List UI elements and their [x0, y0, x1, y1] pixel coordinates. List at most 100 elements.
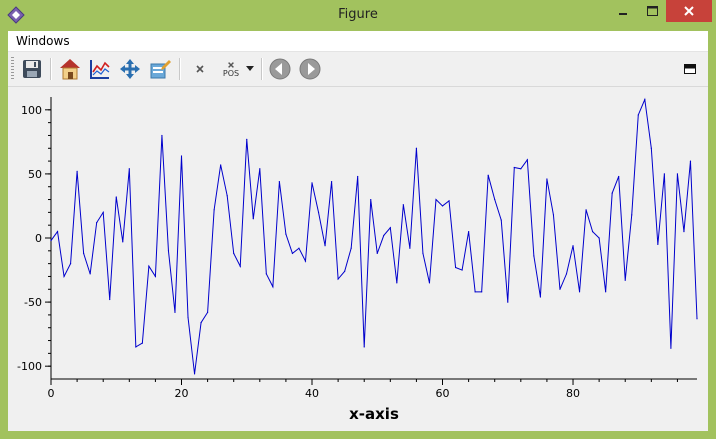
close-button[interactable] — [666, 0, 712, 22]
data-point — [578, 291, 581, 293]
data-point — [317, 211, 320, 213]
data-point — [552, 214, 555, 216]
maximize-button[interactable] — [638, 0, 666, 22]
data-point — [507, 301, 509, 303]
back-button[interactable] — [268, 57, 292, 81]
plot-area[interactable]: 100 50 0 -50 -100 0 20 40 60 80 x-axis — [8, 87, 708, 431]
data-point — [265, 273, 267, 275]
toolbar: POS — [8, 52, 708, 87]
data-point — [291, 252, 294, 254]
data-point — [96, 222, 98, 224]
menu-item-windows[interactable]: Windows — [16, 34, 70, 48]
data-point — [474, 291, 476, 293]
forward-button[interactable] — [298, 57, 322, 81]
data-point — [148, 265, 150, 267]
data-point — [141, 342, 143, 344]
data-point — [481, 291, 483, 293]
data-point — [539, 296, 541, 298]
home-button[interactable] — [58, 57, 82, 81]
save-button[interactable] — [20, 57, 44, 81]
client-area: Windows — [8, 31, 708, 431]
data-point — [174, 311, 176, 313]
data-point — [533, 255, 535, 257]
data-point — [389, 227, 391, 229]
toolbar-separator — [179, 58, 181, 80]
data-point — [591, 230, 594, 233]
data-point — [644, 98, 646, 101]
data-point — [193, 373, 196, 375]
data-point — [285, 233, 287, 235]
data-point — [572, 245, 574, 247]
data-point — [311, 182, 313, 184]
data-point — [637, 114, 639, 116]
toolbar-grip[interactable] — [11, 57, 14, 81]
maximize-icon — [646, 6, 658, 16]
data-point — [409, 247, 411, 249]
data-point — [128, 168, 130, 170]
arrow-right-circle-icon — [299, 58, 321, 80]
x-tick-label: 60 — [436, 387, 450, 400]
data-point — [135, 346, 137, 348]
data-point — [83, 252, 85, 254]
data-point — [494, 198, 496, 201]
data-point — [422, 252, 424, 254]
data-point — [441, 205, 444, 207]
data-point — [122, 241, 124, 243]
x-tick-label: 20 — [175, 387, 189, 400]
y-tick-label: -50 — [24, 296, 42, 309]
data-point — [200, 322, 202, 324]
data-point — [650, 147, 652, 149]
data-point — [180, 155, 183, 157]
home-icon — [60, 59, 80, 80]
data-point — [598, 237, 600, 239]
data-point — [376, 252, 378, 254]
pos-button[interactable]: POS — [216, 57, 246, 81]
data-point — [207, 311, 209, 313]
dock-button[interactable] — [678, 57, 702, 81]
pos-dropdown[interactable] — [244, 57, 256, 81]
edit-settings-icon — [150, 60, 171, 79]
data-point — [278, 181, 280, 183]
data-point — [63, 275, 65, 278]
data-point — [324, 245, 326, 247]
y-tick-label: -100 — [17, 360, 42, 373]
data-point — [396, 282, 398, 284]
title-bar[interactable]: Figure — [0, 0, 716, 31]
data-point — [167, 250, 170, 252]
move-arrows-icon — [120, 59, 140, 79]
data-point — [500, 219, 502, 221]
data-point — [657, 243, 659, 246]
data-point — [370, 198, 372, 201]
autoscale-button[interactable] — [88, 57, 112, 81]
data-point — [337, 278, 339, 280]
minimize-button[interactable] — [608, 0, 638, 22]
data-point — [56, 230, 59, 233]
data-point — [350, 247, 352, 249]
data-point — [187, 316, 189, 319]
toolbar-separator — [50, 58, 52, 80]
data-point — [631, 214, 633, 216]
pan-button[interactable] — [118, 57, 142, 81]
data-point — [546, 178, 548, 180]
y-tick-label: 0 — [35, 232, 42, 245]
line-chart[interactable]: 100 50 0 -50 -100 0 20 40 60 80 x-axis — [8, 87, 708, 431]
data-point — [226, 195, 228, 197]
data-point — [605, 291, 607, 293]
data-point — [487, 174, 489, 176]
arrow-left-circle-icon — [269, 58, 291, 80]
y-tick-label: 100 — [21, 104, 42, 117]
data-point — [154, 275, 157, 278]
data-point — [298, 247, 300, 249]
x-tick-label: 40 — [305, 387, 319, 400]
data-point — [89, 273, 91, 275]
x-axis-label: x-axis — [349, 405, 399, 423]
data-point — [461, 269, 463, 271]
dropdown-arrow-icon — [246, 66, 254, 71]
data-point — [102, 211, 104, 213]
data-point — [526, 159, 528, 161]
cursor-button[interactable] — [188, 57, 212, 81]
configure-button[interactable] — [148, 57, 172, 81]
data-point — [383, 234, 385, 237]
data-point — [663, 173, 665, 175]
data-point — [213, 209, 215, 211]
